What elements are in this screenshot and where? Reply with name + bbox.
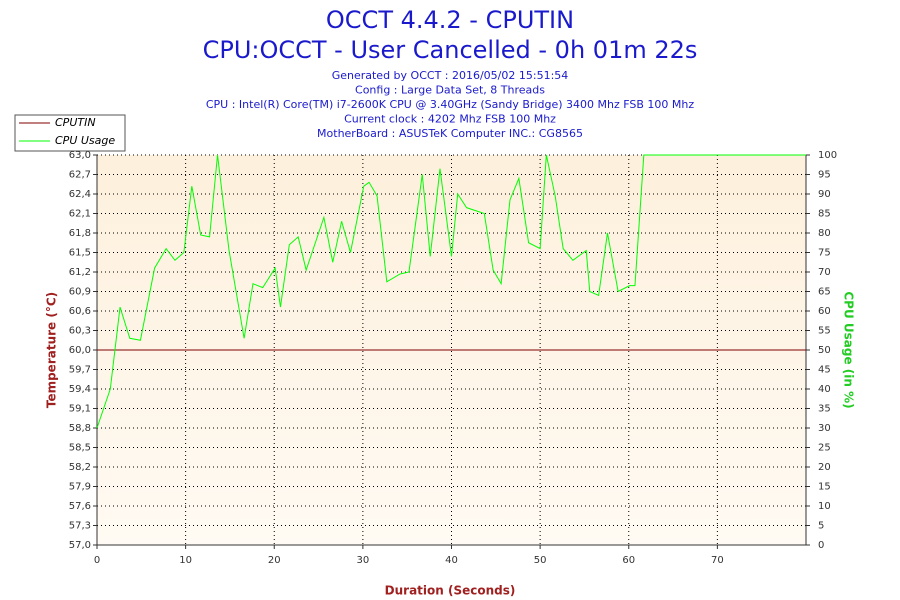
y2-tick-label: 85 bbox=[818, 209, 831, 220]
y2-tick-label: 40 bbox=[818, 384, 831, 395]
subtitle: MotherBoard : ASUSTeK Computer INC.: CG8… bbox=[317, 127, 583, 140]
y-tick-label: 61,8 bbox=[69, 228, 91, 239]
y2-tick-label: 25 bbox=[818, 443, 831, 454]
y-tick-label: 60,3 bbox=[69, 326, 91, 337]
y-tick-label: 62,7 bbox=[69, 170, 91, 181]
y-tick-label: 57,0 bbox=[69, 540, 91, 551]
legend-label: CPU Usage bbox=[55, 134, 115, 147]
y-tick-label: 57,6 bbox=[69, 501, 91, 512]
y-tick-label: 60,6 bbox=[69, 306, 91, 317]
y2-tick-label: 30 bbox=[818, 423, 831, 434]
subtitle: Config : Large Data Set, 8 Threads bbox=[355, 84, 545, 97]
y-tick-label: 58,5 bbox=[69, 443, 91, 454]
x-tick-label: 20 bbox=[268, 555, 281, 566]
y2-tick-label: 65 bbox=[818, 287, 831, 298]
y2-tick-label: 20 bbox=[818, 462, 831, 473]
y2-tick-label: 75 bbox=[818, 248, 831, 259]
y2-tick-label: 15 bbox=[818, 482, 831, 493]
y-tick-label: 58,2 bbox=[69, 462, 91, 473]
y-tick-label: 60,9 bbox=[69, 287, 91, 298]
subtitle: Current clock : 4202 Mhz FSB 100 Mhz bbox=[344, 113, 556, 126]
y2-tick-label: 35 bbox=[818, 404, 831, 415]
chart-title-2: CPU:OCCT - User Cancelled - 0h 01m 22s bbox=[203, 36, 698, 64]
y-axis-label: Temperature (°C) bbox=[45, 292, 59, 408]
y2-tick-label: 0 bbox=[818, 540, 824, 551]
y2-tick-label: 10 bbox=[818, 501, 831, 512]
y2-tick-label: 95 bbox=[818, 170, 831, 181]
y2-tick-label: 45 bbox=[818, 365, 831, 376]
y-tick-label: 61,5 bbox=[69, 248, 91, 259]
x-tick-label: 40 bbox=[445, 555, 458, 566]
y-tick-label: 58,8 bbox=[69, 423, 91, 434]
subtitle: Generated by OCCT : 2016/05/02 15:51:54 bbox=[332, 69, 569, 82]
y-tick-label: 62,1 bbox=[69, 209, 91, 220]
y2-tick-label: 100 bbox=[818, 150, 837, 161]
y2-tick-label: 80 bbox=[818, 228, 831, 239]
x-tick-label: 70 bbox=[711, 555, 724, 566]
y-tick-label: 61,2 bbox=[69, 267, 91, 278]
x-tick-label: 60 bbox=[622, 555, 635, 566]
y2-tick-label: 55 bbox=[818, 326, 831, 337]
x-tick-label: 30 bbox=[357, 555, 370, 566]
y-tick-label: 60,0 bbox=[69, 345, 91, 356]
y-tick-label: 59,4 bbox=[69, 384, 91, 395]
y-tick-label: 62,4 bbox=[69, 189, 91, 200]
x-tick-label: 0 bbox=[94, 555, 100, 566]
y-tick-label: 57,9 bbox=[69, 482, 91, 493]
series-line bbox=[96, 154, 806, 429]
y2-tick-label: 50 bbox=[818, 345, 831, 356]
x-tick-label: 50 bbox=[534, 555, 547, 566]
y2-axis-label: CPU Usage (in %) bbox=[842, 291, 856, 408]
y2-tick-label: 60 bbox=[818, 306, 831, 317]
y-tick-label: 63,0 bbox=[69, 150, 91, 161]
chart-title: OCCT 4.4.2 - CPUTIN bbox=[326, 6, 574, 34]
subtitle: CPU : Intel(R) Core(TM) i7-2600K CPU @ 3… bbox=[206, 98, 694, 111]
y-tick-label: 57,3 bbox=[69, 521, 91, 532]
x-tick-label: 10 bbox=[179, 555, 192, 566]
legend bbox=[14, 114, 126, 152]
y2-tick-label: 90 bbox=[818, 189, 831, 200]
y-tick-label: 59,1 bbox=[69, 404, 91, 415]
legend-label: CPUTIN bbox=[55, 116, 96, 129]
y2-tick-label: 5 bbox=[818, 521, 824, 532]
y2-tick-label: 70 bbox=[818, 267, 831, 278]
x-axis-label: Duration (Seconds) bbox=[385, 584, 516, 598]
y-tick-label: 59,7 bbox=[69, 365, 91, 376]
